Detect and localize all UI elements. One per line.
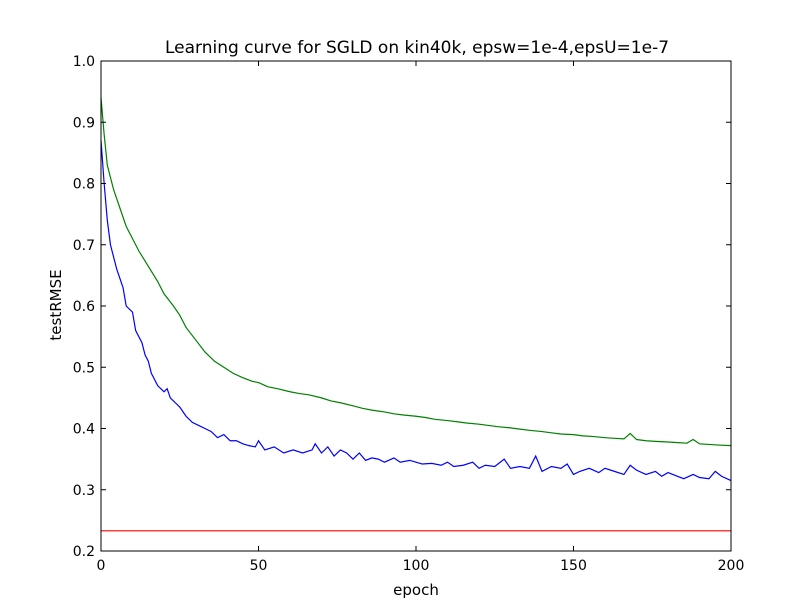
x-tick-label: 150: [560, 558, 587, 574]
x-tick-label: 100: [403, 558, 430, 574]
y-tick-label: 0.4: [73, 422, 95, 438]
chart-title: Learning curve for SGLD on kin40k, epsw=…: [165, 38, 669, 58]
x-tick-label: 50: [250, 558, 268, 574]
y-tick-label: 0.2: [73, 544, 95, 560]
x-axis-label: epoch: [393, 581, 439, 599]
series-layer: [100, 97, 732, 532]
y-tick-label: 0.3: [73, 483, 95, 499]
series-line-1: [100, 140, 732, 482]
y-tick-label: 0.8: [73, 177, 95, 193]
series-line-2: [100, 97, 732, 447]
x-tick-label: 0: [97, 558, 106, 574]
x-tick-label: 200: [718, 558, 745, 574]
plot-frame: [100, 60, 732, 552]
y-tick-label: 1.0: [73, 54, 95, 70]
y-tick-label: 0.6: [73, 299, 95, 315]
y-tick-label: 0.9: [73, 115, 95, 131]
y-axis-label: testRMSE: [47, 269, 65, 340]
y-tick-label: 0.5: [73, 360, 95, 376]
y-tick-label: 0.7: [73, 238, 95, 254]
ticks-layer: 0 50 100 150 200 0.2 0.3 0.4 0.5 0.6 0.7 0.8 0.9 1.0: [73, 54, 745, 574]
